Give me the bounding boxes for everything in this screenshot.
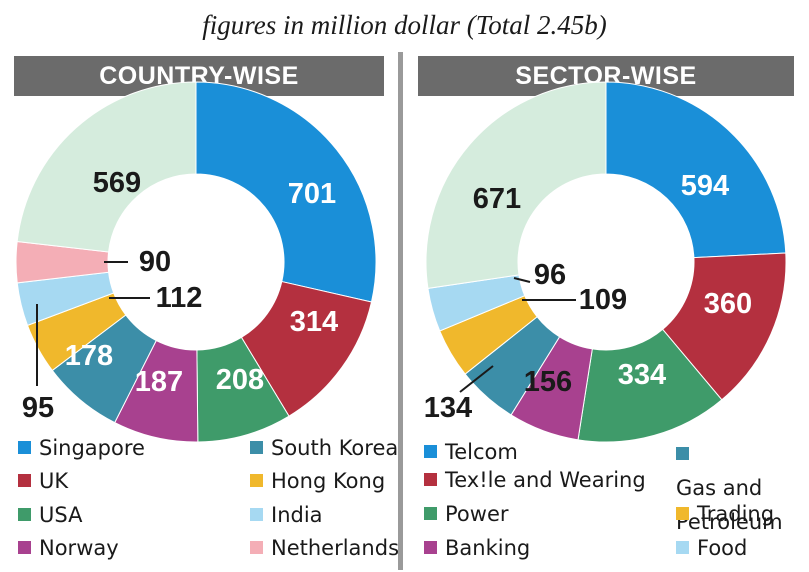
legend-item-banking: Banking <box>424 533 530 563</box>
legend-label-power: Power <box>445 502 509 526</box>
legend-label-trading: Trading <box>697 502 775 526</box>
legend-item-trading: Trading <box>676 499 774 529</box>
legend-label-telcom: Telcom <box>445 440 518 464</box>
legend-label-norway: Norway <box>39 536 119 560</box>
legend-label-netherlands: Netherlands <box>271 536 400 560</box>
value-label-south-korea: 178 <box>65 340 113 372</box>
value-label-tex-le-and-wearing: 360 <box>704 288 752 320</box>
value-label-hong-kong: 112 <box>156 282 203 314</box>
legend-swatch-power <box>424 506 437 520</box>
country-wise-header: COUNTRY-WISE <box>14 56 384 96</box>
legend-label-hong-kong: Hong Kong <box>271 469 386 493</box>
legend-item-netherlands: Netherlands <box>250 533 399 563</box>
legend-swatch-norway <box>18 540 31 554</box>
value-label-india: 95 <box>22 392 54 424</box>
legend-swatch-banking <box>424 540 437 554</box>
legend-label-uk: UK <box>39 469 69 493</box>
legend-item-norway: Norway <box>18 533 119 563</box>
slice-others <box>425 81 607 289</box>
slice-telcom <box>605 81 787 259</box>
legend-item-gas-and-petroleum: Gas and Petroleum <box>676 437 796 534</box>
legend-label-south-korea: South Korea <box>271 436 399 460</box>
legend-item-uk: UK <box>18 466 68 496</box>
legend-item-india: India <box>250 500 323 530</box>
legend-swatch-uk <box>18 473 31 487</box>
legend-label-gas-and-petroleum: Gas and Petroleum <box>676 476 783 534</box>
value-label-usa: 208 <box>216 364 264 396</box>
legend-item-usa: USA <box>18 500 82 530</box>
legend-swatch-gas-and-petroleum <box>676 447 689 460</box>
legend-swatch-food <box>676 540 689 554</box>
legend-label-banking: Banking <box>445 536 531 560</box>
country-donut <box>15 81 377 443</box>
legend-label-india: India <box>271 503 323 527</box>
legend-item-telcom: Telcom <box>424 437 518 467</box>
legend-swatch-india <box>250 507 263 521</box>
value-label-banking: 156 <box>524 366 572 398</box>
slice-others <box>16 81 197 253</box>
legend-swatch-hong-kong <box>250 473 263 487</box>
value-label-singapore: 701 <box>288 178 336 210</box>
legend-item-singapore: Singapore <box>18 433 145 463</box>
legend-swatch-south-korea <box>250 440 263 454</box>
value-label-norway: 187 <box>135 366 183 398</box>
legend-swatch-telcom <box>424 444 437 458</box>
value-label-trading: 109 <box>579 284 627 316</box>
leader-line-food <box>513 277 531 283</box>
legend-label-food: Food <box>697 536 748 560</box>
legend-item-hong-kong: Hong Kong <box>250 466 385 496</box>
legend-swatch-usa <box>18 507 31 521</box>
value-label-gas-and-petroleum: 134 <box>424 392 472 424</box>
legend-swatch-tex-le-and-wearing <box>424 472 437 486</box>
legend-swatch-netherlands <box>250 540 263 554</box>
legend-swatch-singapore <box>18 440 31 454</box>
legend-item-food: Food <box>676 533 747 563</box>
value-labels: 701 314 208 187 178 112 95 90 569 594 360 334 156 134… <box>22 167 752 424</box>
legend-label-singapore: Singapore <box>39 436 145 460</box>
sector-donut <box>425 81 787 443</box>
slice-singapore <box>195 81 377 303</box>
legend-item-south-korea: South Korea <box>250 433 398 463</box>
panel-divider <box>398 52 403 570</box>
legend-swatch-trading <box>676 506 689 520</box>
value-label-netherlands: 90 <box>139 246 171 278</box>
value-label-food: 96 <box>534 259 566 291</box>
value-label-power: 334 <box>618 359 666 391</box>
legend-label-usa: USA <box>39 503 83 527</box>
leader-line-gas-and-petroleum <box>459 365 494 393</box>
value-label-uk: 314 <box>290 306 338 338</box>
legend-item-tex-le-and-wearing: Tex!le and Wearing <box>424 465 646 495</box>
legend-label-tex-le-and-wearing: Tex!le and Wearing <box>445 468 646 492</box>
legend-item-power: Power <box>424 499 509 529</box>
value-label-others: 671 <box>473 183 521 215</box>
value-label-others: 569 <box>93 167 141 199</box>
value-label-telcom: 594 <box>681 170 729 202</box>
chart-subtitle: figures in million dollar (Total 2.45b) <box>202 10 607 40</box>
